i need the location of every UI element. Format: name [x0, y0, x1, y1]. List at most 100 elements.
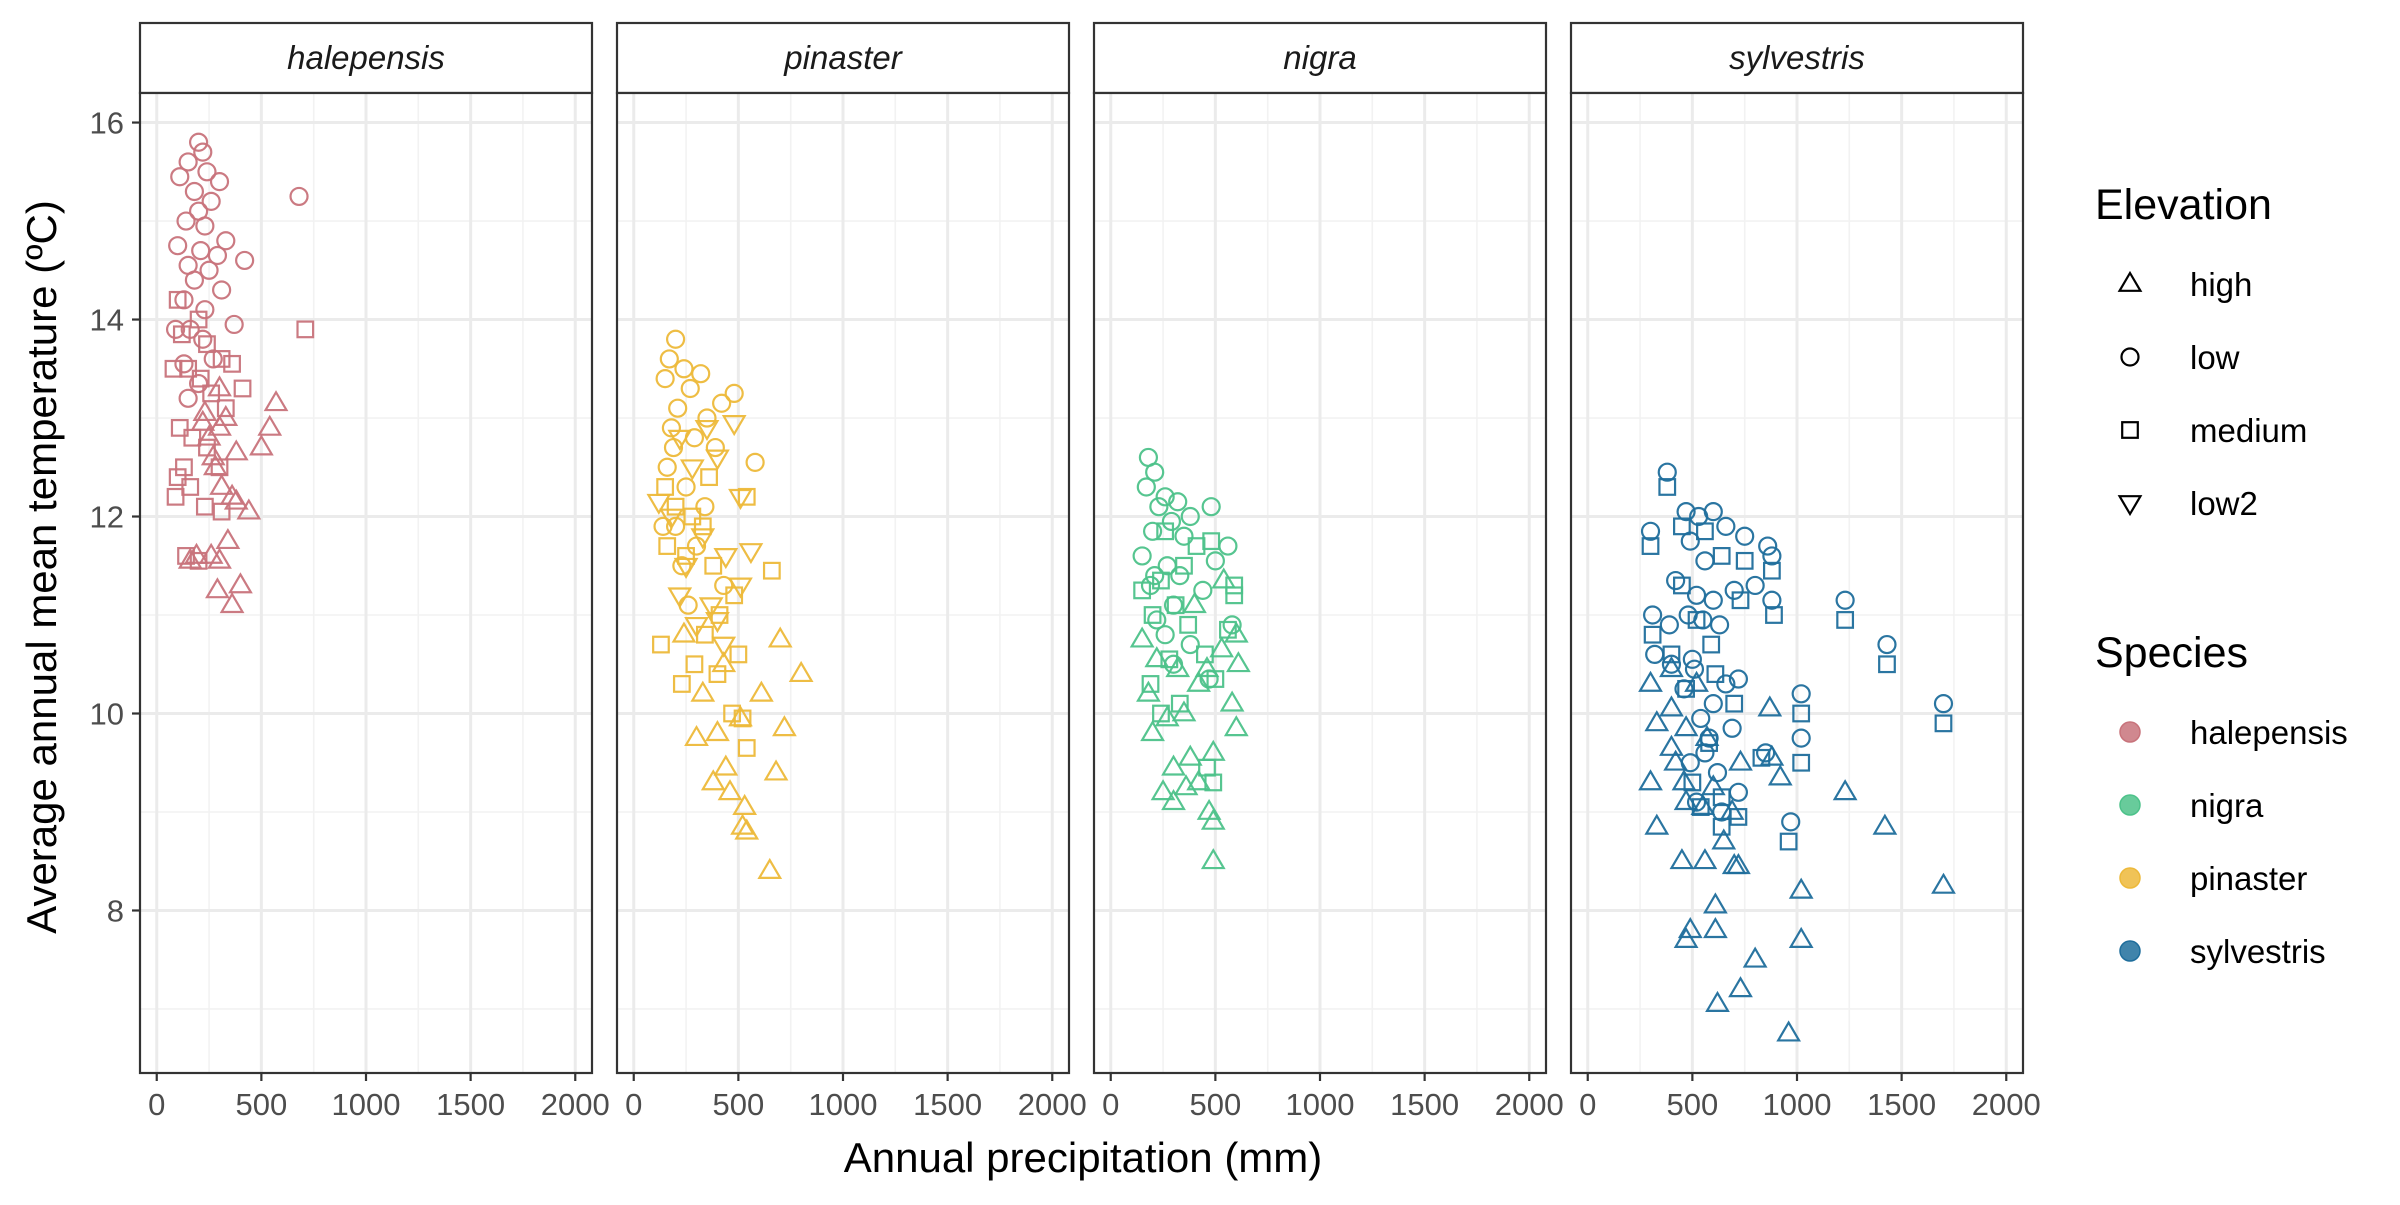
data-point — [178, 388, 198, 408]
data-point — [665, 329, 686, 349]
data-point — [202, 384, 221, 403]
data-point — [1663, 749, 1688, 771]
data-point — [672, 675, 691, 693]
data-point — [1762, 590, 1782, 610]
y-tick-label: 14 — [90, 303, 124, 338]
data-point — [1692, 848, 1718, 870]
x-tick-label: 2000 — [1972, 1087, 2041, 1122]
data-point — [212, 350, 231, 368]
facet-strip — [1092, 21, 1548, 95]
data-point — [1703, 694, 1723, 714]
data-point — [1728, 669, 1749, 689]
data-point — [1226, 651, 1251, 673]
data-point — [1155, 487, 1175, 507]
x-tick-label: 500 — [1667, 1087, 1719, 1122]
data-point — [705, 437, 725, 458]
data-point — [193, 329, 213, 349]
data-point — [1759, 744, 1785, 766]
series-halepensis — [164, 132, 315, 614]
x-tick-label: 1000 — [809, 1087, 878, 1122]
data-point — [1676, 501, 1696, 522]
legend-key-nigra — [2119, 794, 2141, 816]
data-point — [1171, 700, 1197, 722]
data-point — [1703, 590, 1723, 610]
data-point — [1728, 749, 1753, 771]
data-point — [1673, 576, 1691, 595]
data-point — [721, 415, 747, 437]
data-point — [296, 320, 315, 339]
data-point — [713, 547, 739, 570]
legend-key-medium — [2121, 421, 2139, 439]
x-tick-label: 0 — [625, 1087, 642, 1122]
data-point — [189, 310, 208, 329]
data-point — [1933, 694, 1954, 714]
data-point — [1719, 798, 1745, 820]
data-point — [1161, 511, 1182, 532]
data-point — [165, 319, 186, 339]
data-point — [704, 556, 723, 575]
data-point — [1133, 581, 1152, 600]
data-point — [176, 211, 196, 231]
data-point — [691, 364, 711, 384]
data-point — [729, 645, 748, 664]
data-point — [1711, 828, 1737, 850]
data-point — [1161, 788, 1186, 811]
data-point — [195, 300, 215, 320]
data-point — [1161, 754, 1186, 776]
data-point — [1742, 946, 1768, 968]
data-point — [730, 813, 755, 835]
facet-panels: halepensis 0 500 1000 1500 2000 8 10 12 14 16 pinas… — [90, 21, 2041, 1122]
data-point — [1724, 580, 1744, 600]
data-point — [1703, 917, 1728, 939]
data-point — [212, 280, 232, 300]
data-point — [700, 468, 718, 487]
data-point — [1788, 877, 1814, 899]
data-point — [684, 616, 709, 639]
data-point — [1712, 547, 1731, 565]
data-point — [168, 290, 187, 309]
data-point — [1661, 654, 1682, 674]
data-point — [1659, 734, 1684, 756]
data-point — [215, 527, 241, 550]
y-axis-title: Average annual mean temperature (ºC) — [18, 200, 65, 934]
data-point — [1836, 611, 1855, 629]
data-point — [711, 651, 737, 673]
data-point — [712, 393, 732, 413]
data-point — [1644, 813, 1670, 835]
data-point — [1643, 605, 1663, 625]
legend-label-halepensis: halepensis — [2190, 714, 2348, 751]
data-point — [170, 167, 190, 187]
legend-label-medium: medium — [2190, 412, 2307, 449]
data-point — [1180, 634, 1200, 655]
data-point — [216, 399, 235, 418]
data-point — [1728, 976, 1753, 998]
data-point — [289, 186, 309, 207]
data-point — [1219, 690, 1245, 712]
data-point — [1673, 715, 1699, 737]
data-point — [724, 383, 744, 404]
data-point — [1767, 764, 1793, 786]
data-point — [1659, 695, 1684, 717]
data-point — [1168, 492, 1188, 512]
data-point — [1225, 576, 1244, 595]
data-point — [665, 516, 686, 536]
data-point — [1835, 590, 1855, 610]
legend-label-sylvestris: sylvestris — [2190, 933, 2326, 970]
data-point — [1931, 872, 1956, 894]
data-point — [228, 572, 253, 594]
data-point — [1147, 610, 1167, 630]
data-point — [1641, 537, 1660, 555]
data-point — [713, 754, 739, 776]
data-point — [1143, 606, 1162, 624]
legend: Elevation high low medium low2 Species halepen… — [2095, 181, 2348, 970]
data-point — [1669, 848, 1695, 870]
legend-key-high — [2117, 270, 2143, 292]
data-point — [1731, 591, 1750, 610]
data-point — [1762, 561, 1781, 580]
data-point — [177, 547, 203, 569]
data-point — [209, 172, 230, 192]
x-axis-title: Annual precipitation (mm) — [844, 1134, 1323, 1181]
data-point — [646, 493, 672, 515]
data-point — [767, 626, 793, 648]
